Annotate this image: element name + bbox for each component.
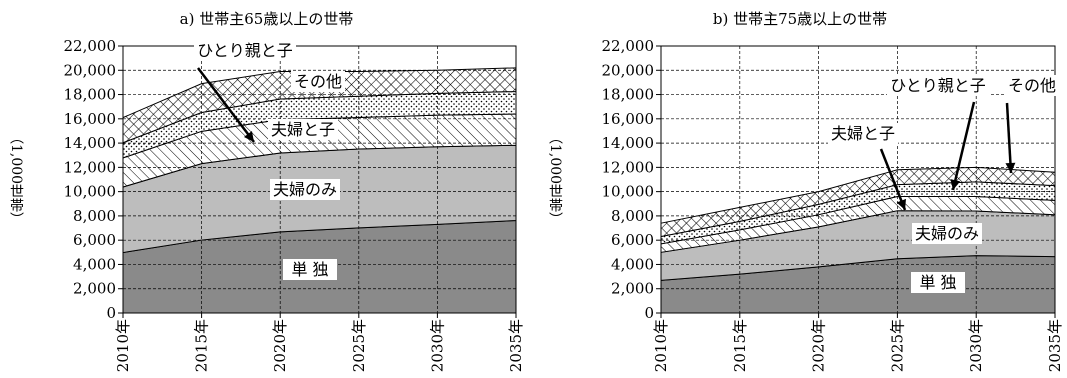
y-tick-label: 18,000 bbox=[64, 86, 117, 104]
leader-arrowhead bbox=[950, 179, 961, 190]
x-tick-label: 2030年 bbox=[428, 319, 446, 372]
x-tick-label: 2030年 bbox=[967, 319, 985, 372]
series-label-bg bbox=[1005, 75, 1059, 96]
series-label: その他 bbox=[294, 72, 342, 91]
series-label: 単 独 bbox=[291, 260, 328, 279]
series-label-bg bbox=[270, 179, 340, 200]
y-tick-label: 20,000 bbox=[64, 61, 117, 79]
series-label-bg bbox=[828, 123, 898, 144]
chart-title: a) 世帯主65歳以上の世帯 bbox=[179, 10, 354, 28]
series-label: ひとり親と子 bbox=[197, 41, 293, 60]
chart-title: b) 世帯主75歳以上の世帯 bbox=[712, 10, 888, 28]
x-tick-label: 2015年 bbox=[193, 319, 211, 372]
x-tick-label: 2035年 bbox=[507, 319, 525, 372]
series-label: 夫婦と子 bbox=[831, 124, 895, 143]
y-tick-label: 10,000 bbox=[602, 183, 655, 201]
chart-panel-a: a) 世帯主65歳以上の世帯 （1,000世帯） 22,000 20,000 18,… bbox=[0, 0, 533, 378]
leader-line bbox=[197, 67, 255, 143]
y-tick-label: 8,000 bbox=[73, 207, 116, 225]
series-label: 単 独 bbox=[919, 273, 956, 292]
y-tick-label: 12,000 bbox=[602, 158, 655, 176]
chart-svg-b: 22,000 20,000 18,000 16,000 14,000 12,000 10,0… bbox=[602, 37, 1065, 372]
y-tick-label: 22,000 bbox=[64, 37, 117, 55]
y-tick-label: 6,000 bbox=[73, 231, 116, 249]
leader-arrowhead bbox=[896, 198, 906, 210]
series-label-bg bbox=[268, 119, 338, 140]
series-label: ひとり親と子 bbox=[890, 76, 986, 95]
series-label-bg bbox=[194, 40, 296, 61]
x-tick-label: 2025年 bbox=[888, 319, 906, 372]
leader-line bbox=[879, 148, 907, 211]
x-tick-label: 2020年 bbox=[810, 319, 828, 372]
y-tick-label: 14,000 bbox=[64, 134, 117, 152]
leader-line bbox=[951, 101, 976, 191]
chart-svg-a: 22,000 20,000 18,000 16,000 14,000 12,000 10,0… bbox=[64, 37, 526, 372]
series-label-bg bbox=[912, 223, 982, 244]
series-label-bg bbox=[887, 75, 989, 96]
y-tick-label: 18,000 bbox=[602, 86, 655, 104]
x-tick-label: 2025年 bbox=[350, 319, 368, 372]
y-tick-label: 2,000 bbox=[611, 280, 654, 298]
x-tick-label: 2015年 bbox=[731, 319, 749, 372]
series-label-bg bbox=[291, 71, 345, 92]
leader-arrowhead bbox=[243, 131, 254, 142]
y-tick-label: 16,000 bbox=[602, 110, 655, 128]
y-tick-label: 8,000 bbox=[611, 207, 654, 225]
y-tick-label: 22,000 bbox=[602, 37, 655, 55]
y-tick-label: 0 bbox=[644, 304, 654, 322]
x-tick-label: 2020年 bbox=[271, 319, 289, 372]
y-tick-label: 6,000 bbox=[611, 231, 654, 249]
y-axis-label: （1,000世帯） bbox=[8, 130, 24, 227]
leader-arrowhead bbox=[1005, 162, 1016, 173]
y-tick-label: 16,000 bbox=[64, 110, 117, 128]
series-label: その他 bbox=[1008, 76, 1056, 95]
series-label: 夫婦と子 bbox=[271, 120, 335, 139]
x-tick-label: 2010年 bbox=[652, 319, 670, 372]
leader-line bbox=[1005, 102, 1013, 174]
series-label: 夫婦のみ bbox=[273, 180, 337, 199]
y-tick-label: 10,000 bbox=[64, 183, 117, 201]
y-tick-label: 4,000 bbox=[611, 255, 654, 273]
chart-panel-b: b) 世帯主75歳以上の世帯 （1,000世帯） 22,000 20,000 18,… bbox=[533, 0, 1067, 378]
y-tick-label: 20,000 bbox=[602, 61, 655, 79]
y-axis-label: （1,000世帯） bbox=[547, 130, 563, 227]
x-tick-label: 2010年 bbox=[114, 319, 132, 372]
x-tick-label: 2035年 bbox=[1046, 319, 1064, 372]
y-tick-label: 0 bbox=[106, 304, 116, 322]
series-label-bg bbox=[911, 272, 965, 293]
y-tick-label: 4,000 bbox=[73, 255, 116, 273]
y-tick-label: 14,000 bbox=[602, 134, 655, 152]
plot-frame bbox=[122, 45, 517, 314]
y-tick-label: 2,000 bbox=[73, 280, 116, 298]
series-label: 夫婦のみ bbox=[915, 224, 979, 243]
series-label-bg bbox=[283, 259, 337, 280]
y-tick-label: 12,000 bbox=[64, 158, 117, 176]
plot-frame bbox=[660, 45, 1056, 314]
